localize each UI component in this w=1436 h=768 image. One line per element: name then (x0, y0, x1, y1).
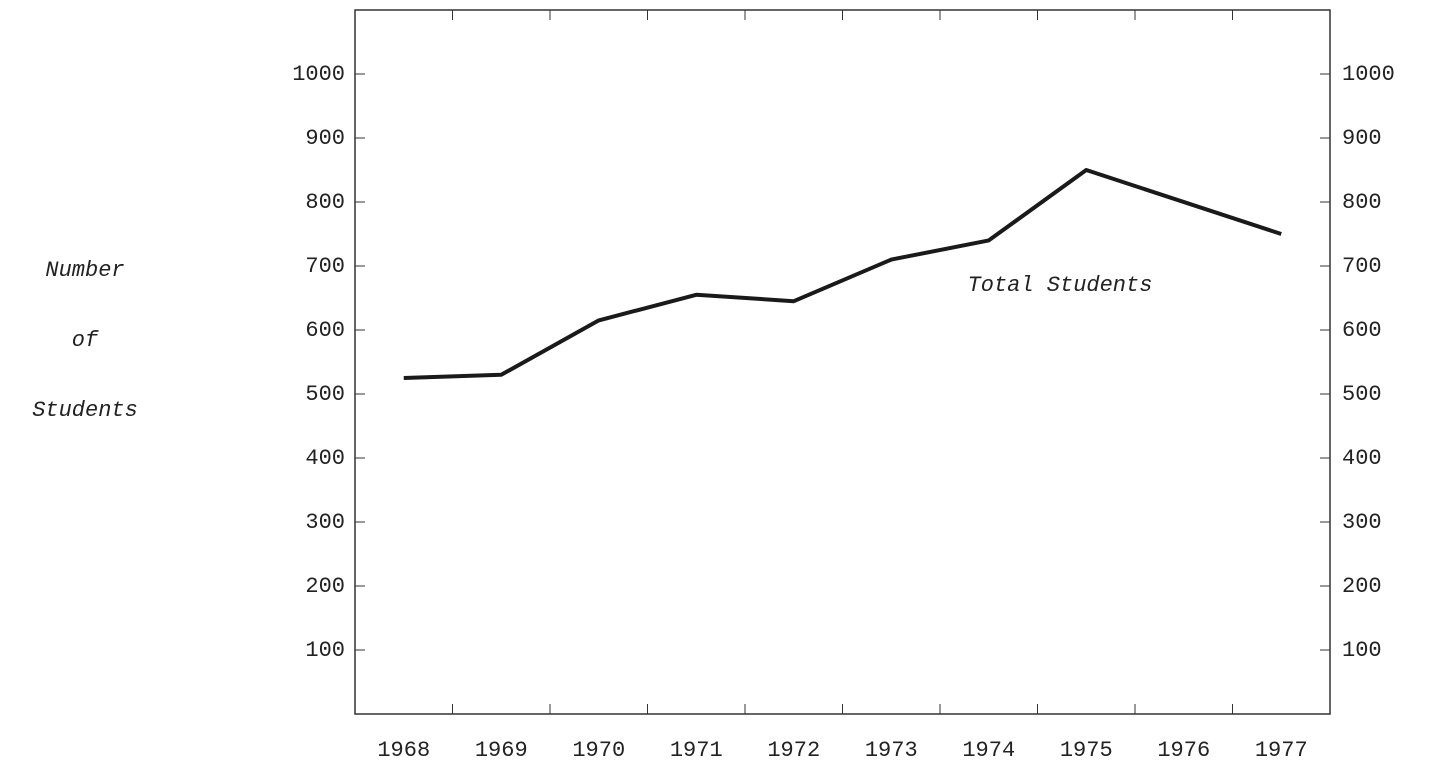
y-axis-label: Students (32, 398, 138, 423)
x-tick-label: 1974 (962, 738, 1015, 763)
x-tick-label: 1973 (865, 738, 918, 763)
data-line (403, 168, 1282, 380)
y2-tick-label: 900 (1342, 126, 1382, 151)
y2-tick-label: 500 (1342, 382, 1382, 407)
y-tick-label: 500 (305, 382, 345, 407)
y-tick-label: 100 (305, 638, 345, 663)
y2-tick-label: 300 (1342, 510, 1382, 535)
x-tick-label: 1971 (670, 738, 723, 763)
y-tick-label: 200 (305, 574, 345, 599)
y2-tick-label: 400 (1342, 446, 1382, 471)
x-tick-label: 1968 (377, 738, 430, 763)
y2-tick-label: 1000 (1342, 62, 1395, 87)
y-tick-label: 300 (305, 510, 345, 535)
series-label: Total Students (968, 273, 1153, 298)
y-tick-label: 400 (305, 446, 345, 471)
y2-tick-label: 600 (1342, 318, 1382, 343)
y-tick-label: 800 (305, 190, 345, 215)
y2-tick-label: 800 (1342, 190, 1382, 215)
y-tick-label: 600 (305, 318, 345, 343)
y2-tick-label: 200 (1342, 574, 1382, 599)
y-tick-label: 1000 (292, 62, 345, 87)
y-tick-label: 900 (305, 126, 345, 151)
x-tick-label: 1972 (767, 738, 820, 763)
y-axis-label: of (72, 328, 99, 353)
plot-frame (354, 9, 1331, 715)
x-tick-label: 1977 (1255, 738, 1308, 763)
y-axis-label: Number (45, 258, 124, 283)
x-tick-label: 1976 (1157, 738, 1210, 763)
y2-tick-label: 700 (1342, 254, 1382, 279)
x-tick-label: 1975 (1060, 738, 1113, 763)
y2-tick-label: 100 (1342, 638, 1382, 663)
x-tick-label: 1969 (475, 738, 528, 763)
y-tick-label: 700 (305, 254, 345, 279)
x-tick-label: 1970 (572, 738, 625, 763)
